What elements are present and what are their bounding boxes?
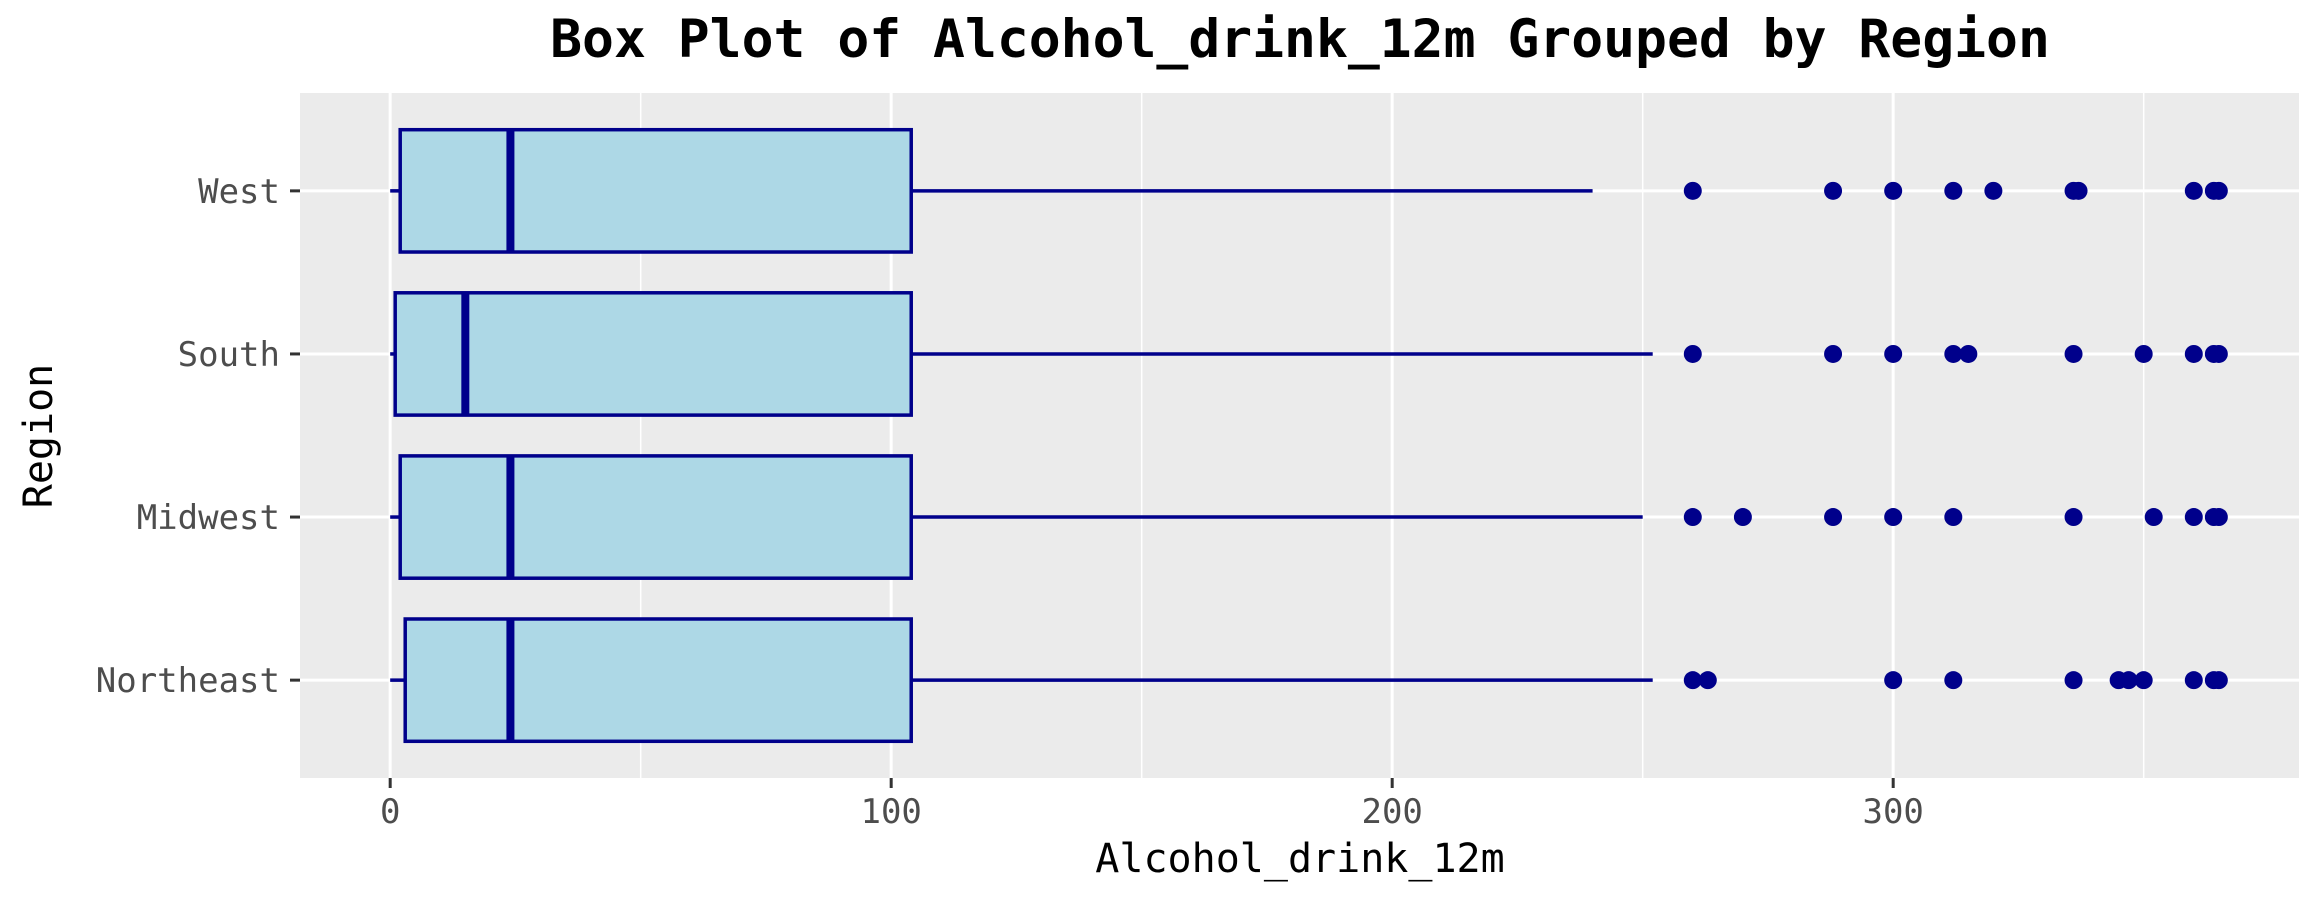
outlier-point bbox=[1884, 671, 1903, 690]
outlier-point bbox=[2134, 671, 2153, 690]
box-midwest bbox=[390, 454, 2228, 580]
outlier-point bbox=[2184, 508, 2203, 527]
outlier-point bbox=[1698, 671, 1717, 690]
outlier-point bbox=[1959, 344, 1978, 363]
box-south bbox=[390, 291, 2228, 417]
outlier-point bbox=[1683, 671, 1702, 690]
outlier-point bbox=[1944, 344, 1963, 363]
chart-title: Box Plot of Alcohol_drink_12m Grouped by… bbox=[550, 9, 2050, 70]
outlier-point bbox=[1944, 181, 1963, 200]
outlier-point bbox=[1984, 181, 2003, 200]
y-tick-label: West bbox=[198, 172, 280, 212]
outlier-point bbox=[1944, 508, 1963, 527]
outlier-point bbox=[2209, 181, 2228, 200]
y-tick-label: Northeast bbox=[96, 661, 280, 701]
outlier-point bbox=[2064, 344, 2083, 363]
boxes bbox=[390, 127, 2228, 744]
axes: 0 100 200 300 Northeast Midwest South West bbox=[96, 172, 1924, 832]
outlier-point bbox=[2209, 508, 2228, 527]
outlier-point bbox=[1733, 508, 1752, 527]
x-tick-label: 200 bbox=[1361, 792, 1422, 832]
outlier-point bbox=[1884, 508, 1903, 527]
y-axis-title: Region bbox=[16, 364, 62, 509]
outlier-point bbox=[1884, 181, 1903, 200]
outlier-point bbox=[1824, 181, 1843, 200]
outlier-point bbox=[2064, 508, 2083, 527]
outlier-point bbox=[2069, 181, 2088, 200]
outlier-point bbox=[2119, 671, 2138, 690]
outlier-point bbox=[1824, 508, 1843, 527]
outlier-point bbox=[2134, 344, 2153, 363]
outlier-point bbox=[2209, 671, 2228, 690]
outlier-point bbox=[2184, 344, 2203, 363]
iqr-box bbox=[398, 127, 913, 254]
outlier-point bbox=[2184, 181, 2203, 200]
outlier-point bbox=[2144, 508, 2163, 527]
x-tick-label: 100 bbox=[860, 792, 921, 832]
outlier-point bbox=[1683, 344, 1702, 363]
box-northeast bbox=[390, 617, 2228, 744]
x-axis-title: Alcohol_drink_12m bbox=[1095, 836, 1504, 882]
y-tick-label: South bbox=[178, 335, 280, 375]
iqr-box bbox=[403, 617, 913, 744]
y-tick-label: Midwest bbox=[137, 498, 280, 538]
outlier-point bbox=[1824, 344, 1843, 363]
outlier-point bbox=[1884, 344, 1903, 363]
box-west bbox=[390, 127, 2228, 254]
outlier-point bbox=[1683, 508, 1702, 527]
outlier-point bbox=[2209, 344, 2228, 363]
outlier-point bbox=[2064, 671, 2083, 690]
iqr-box bbox=[398, 454, 913, 580]
outlier-point bbox=[1683, 181, 1702, 200]
outlier-point bbox=[1944, 671, 1963, 690]
outlier-point bbox=[2184, 671, 2203, 690]
x-tick-label: 0 bbox=[380, 792, 400, 832]
iqr-box bbox=[393, 291, 913, 417]
x-tick-label: 300 bbox=[1862, 792, 1923, 832]
